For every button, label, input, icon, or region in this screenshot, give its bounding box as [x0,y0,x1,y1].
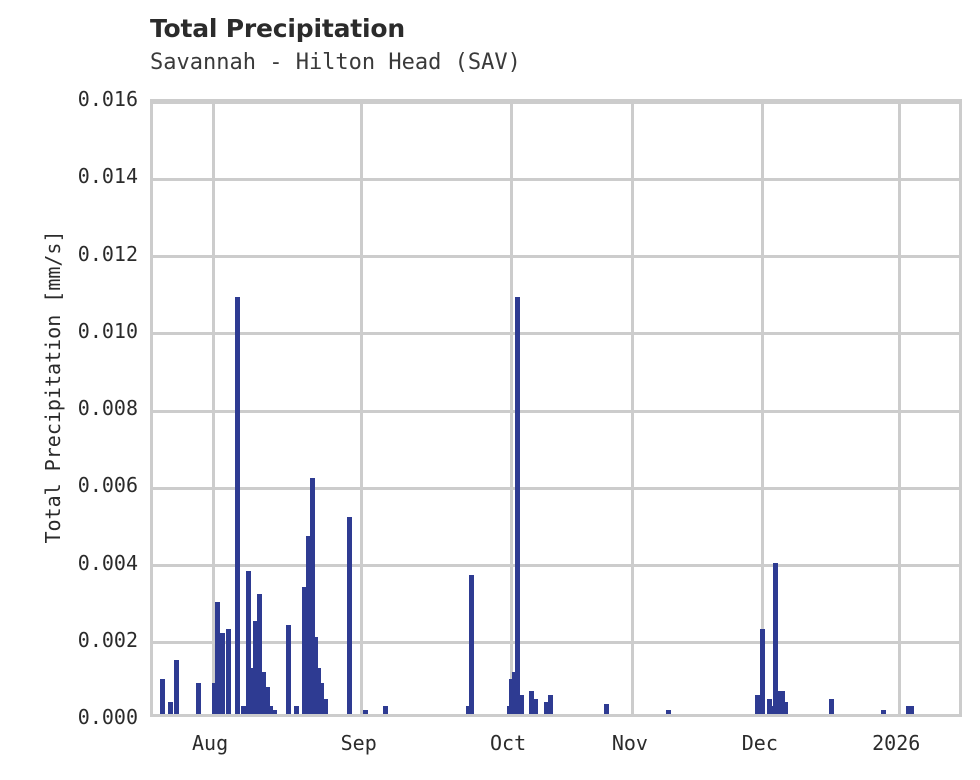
y-tick-label: 0.014 [77,164,138,189]
x-tick-label: Sep [340,731,377,755]
bar [294,706,300,714]
bar [766,698,772,714]
bar [305,536,311,714]
bar [773,563,779,714]
y-axis-tick-labels: 0.000 0.002 0.004 0.006 0.008 0.010 0.012 0.014… [0,0,138,780]
plot-area [150,99,962,717]
bar [240,706,246,714]
bar [195,683,201,714]
gridline-horizontal [153,564,959,567]
bar [252,621,258,714]
y-tick-label: 0.016 [77,87,138,111]
gridline-vertical [211,102,215,714]
gridline-vertical [761,102,765,714]
y-tick-label: 0.008 [77,396,138,420]
gridline-vertical [509,102,513,714]
bar [260,671,266,714]
bar [548,694,554,714]
bar [212,683,218,714]
bar [770,706,776,714]
y-tick-label: 0.006 [77,473,138,498]
bar [264,686,270,714]
bar [828,698,834,714]
y-tick-label: 0.010 [77,318,138,343]
bar [220,632,226,714]
gridline-vertical [631,102,635,714]
chart-subtitle: Savannah - Hilton Head (SAV) [150,50,521,75]
gridline-horizontal [153,486,959,490]
bar [776,690,782,714]
bar [168,702,174,714]
bar [347,517,352,714]
x-tick-label: Oct [490,731,527,755]
bar [779,690,785,714]
y-tick-label: 0.000 [77,705,138,729]
y-tick-label: 0.012 [77,241,138,266]
bar [316,667,322,714]
bar [528,690,534,714]
bar [272,710,278,714]
bar [905,706,911,714]
bar [783,702,789,714]
bar [544,702,550,714]
gridline-horizontal [153,102,959,104]
bar [268,706,274,714]
bar [511,671,517,714]
bar [363,710,369,714]
gridline-horizontal [153,177,959,181]
bar [515,296,521,714]
bar [286,625,292,714]
bar [319,683,325,714]
bar [759,629,765,714]
bar [312,636,318,714]
bar [245,571,251,714]
bar [666,710,672,714]
gridline-horizontal [153,255,959,258]
gridline-horizontal [153,332,959,336]
y-tick-label: 0.004 [77,550,138,575]
bar [908,706,914,714]
x-tick-label: Nov [611,731,648,755]
x-tick-label: 2026 [872,731,921,755]
gridline-vertical [897,102,901,714]
bar [881,710,887,714]
x-tick-label: Aug [192,731,229,755]
bar [174,659,180,714]
bar [532,698,538,714]
bar [309,478,315,714]
bar [382,706,388,714]
bar [160,679,166,714]
bar [256,594,262,714]
bar [226,629,232,714]
bar [323,698,329,714]
x-tick-label: Dec [741,731,778,755]
gridline-horizontal [153,409,959,413]
bar [519,694,525,714]
bar [249,667,255,714]
gridline-vertical [360,102,364,714]
bar [468,574,474,714]
bar [234,296,240,714]
bar [603,704,609,714]
gridline-horizontal [153,641,959,645]
y-tick-label: 0.002 [77,627,138,652]
bar [215,602,221,714]
bar [301,586,307,714]
page-title: Total Precipitation [150,14,405,43]
bar [755,694,761,714]
